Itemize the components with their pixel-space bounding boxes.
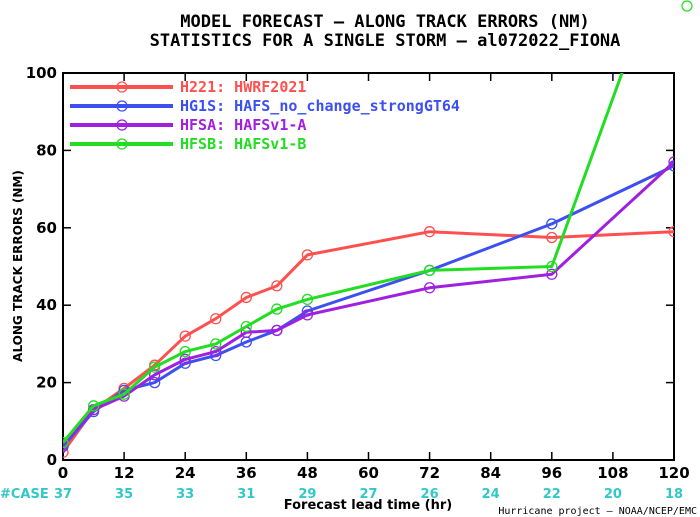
data-point [63, 446, 69, 458]
data-point [271, 303, 283, 315]
data-point [240, 291, 252, 304]
legend-marker [116, 119, 128, 131]
x-tick-label: 24 [175, 464, 196, 482]
y-axis-label: ALONG TRACK ERRORS (NM) [11, 170, 25, 362]
x-tick-label: 60 [358, 464, 379, 482]
data-point [546, 260, 558, 273]
case-count: 35 [115, 487, 133, 502]
data-point [546, 218, 558, 230]
data-point [118, 388, 130, 400]
x-tick-label: 48 [297, 464, 318, 482]
case-count: 22 [543, 487, 561, 502]
data-point [546, 231, 558, 244]
legend-entry: HFSA: HAFSv1-A [180, 116, 306, 134]
credit-text: Hurricane project — NOAA/NCEP/EMC [498, 506, 697, 517]
chart-subtitle: STATISTICS FOR A SINGLE STORM — al072022… [150, 31, 621, 51]
data-point [668, 156, 674, 168]
data-point [148, 369, 161, 381]
case-count: 20 [604, 487, 622, 502]
legend-marker [116, 138, 128, 150]
data-point [63, 436, 69, 449]
series-layer [63, 73, 674, 458]
legend-entry: HG1S: HAFS_no_change_strongGT64 [180, 97, 460, 115]
plot-axes: 0 12 24 36 48 60 72 84 96 108 120 0 20 40 60 80 100 [26, 64, 690, 482]
legend-entry: HFSB: HAFSv1-B [180, 135, 306, 153]
data-point [301, 309, 314, 321]
x-axis-label: Forecast lead time (hr) [284, 498, 452, 513]
data-point [301, 293, 314, 306]
data-point [301, 249, 314, 261]
x-tick-label: 108 [597, 464, 628, 482]
x-tick-label: 0 [58, 464, 68, 482]
x-tick-label: 120 [658, 464, 689, 482]
data-point [210, 338, 222, 350]
series-line [63, 164, 674, 448]
data-point [148, 361, 161, 373]
corner-marker-icon [681, 0, 693, 12]
series-line [63, 230, 674, 454]
case-count: 33 [176, 487, 194, 502]
legend-marker [116, 100, 128, 112]
chart-title: MODEL FORECAST — ALONG TRACK ERRORS (NM) [180, 12, 589, 32]
data-point [546, 268, 558, 280]
data-point [240, 320, 252, 333]
data-point [179, 330, 191, 342]
data-point [179, 345, 191, 358]
case-count: 37 [54, 487, 72, 502]
x-tick-label: 96 [541, 464, 562, 482]
case-count: 29 [298, 487, 316, 502]
y-tick-label: 40 [36, 296, 57, 314]
data-point [210, 313, 222, 325]
y-tick-label: 80 [36, 141, 57, 159]
x-tick-label: 12 [114, 464, 135, 482]
data-point [179, 353, 191, 366]
y-tick-label: 20 [36, 374, 57, 392]
case-count: 26 [421, 487, 439, 502]
plot-frame [62, 72, 675, 461]
data-point [271, 324, 283, 337]
x-tick-label: 36 [236, 464, 257, 482]
data-point [271, 280, 283, 292]
case-count: 18 [665, 487, 683, 502]
x-tick-label: 72 [419, 464, 440, 482]
data-point [87, 400, 100, 412]
data-point [210, 345, 222, 358]
y-tick-label: 0 [47, 451, 57, 469]
case-count: 31 [237, 487, 255, 502]
data-point [668, 226, 674, 238]
case-count: 27 [359, 487, 377, 502]
legend-entry: H221: HWRF2021 [180, 78, 306, 96]
data-point [423, 264, 436, 277]
data-point [423, 282, 436, 294]
case-label: #CASE [0, 487, 49, 502]
case-count: 24 [482, 487, 500, 502]
series-line [63, 160, 674, 446]
y-tick-label: 60 [36, 219, 57, 237]
y-tick-label: 100 [26, 64, 57, 82]
legend-marker [116, 81, 128, 93]
data-point [423, 226, 436, 238]
case-counts: 37 35 33 31 29 27 26 24 22 20 18 [54, 487, 683, 502]
x-tick-label: 84 [480, 464, 501, 482]
data-point [148, 376, 161, 389]
